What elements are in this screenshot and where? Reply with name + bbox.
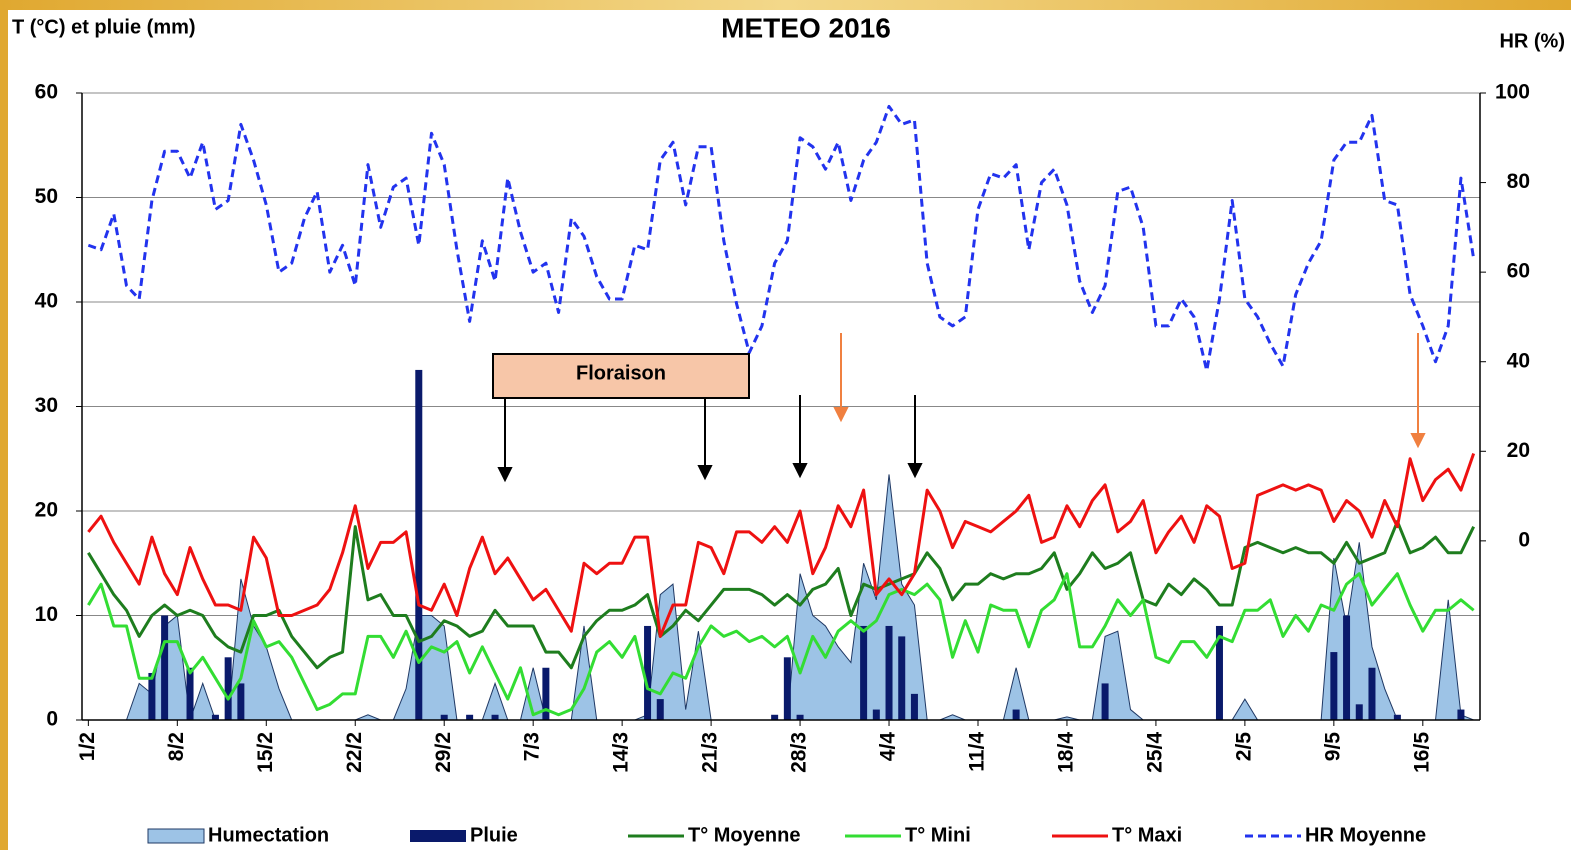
x-tick-label: 28/3 xyxy=(788,732,811,773)
y-tick-label: 50 xyxy=(35,185,58,208)
chart-background xyxy=(8,10,1571,850)
x-tick-label: 4/4 xyxy=(877,732,900,762)
rain-bar xyxy=(148,672,156,720)
x-tick-label: 7/3 xyxy=(521,732,544,761)
series-line xyxy=(87,104,1476,373)
orange-arrows xyxy=(833,333,1426,449)
x-tick-label: 2/5 xyxy=(1232,732,1255,762)
x-tick-label: 11/4 xyxy=(966,732,989,772)
legend-label: T° Mini xyxy=(905,824,971,846)
black-arrows xyxy=(497,395,923,483)
rain-bar xyxy=(1457,709,1465,720)
y-axis-title: T (°C) et pluie (mm) xyxy=(12,16,196,38)
y-tick-label: 40 xyxy=(35,290,58,313)
rain-bar xyxy=(542,667,550,720)
rain-bar xyxy=(1393,714,1401,720)
legend-swatch xyxy=(147,828,205,844)
rain-bar xyxy=(898,636,906,720)
legend: Humectation Pluie T° Moyenne T° Mini T° Maxi… xyxy=(147,824,1426,846)
annotation-box xyxy=(492,353,750,399)
rain-bar xyxy=(237,683,245,720)
y-tick-label: 60 xyxy=(35,81,58,104)
series-line xyxy=(87,572,1475,717)
legend-label: Humectation xyxy=(208,824,329,846)
y-tick-label: 20 xyxy=(35,499,58,522)
rain-bar xyxy=(1330,652,1338,720)
rain-bar xyxy=(491,714,499,720)
series-line xyxy=(87,519,1475,670)
rain-bar xyxy=(415,369,423,720)
rain-bar xyxy=(1368,667,1376,720)
x-tick-label: 21/3 xyxy=(699,732,722,773)
rain-bar xyxy=(771,714,779,720)
y2-tick-label: 80 xyxy=(1507,170,1530,193)
rain-bar xyxy=(885,625,893,720)
x-tick-label: 9/5 xyxy=(1321,732,1344,762)
y2-axis-title: HR (%) xyxy=(1499,30,1565,52)
rain-bar xyxy=(656,699,664,720)
x-tick-label: 14/3 xyxy=(610,732,633,773)
x-tick-label: 22/2 xyxy=(343,732,366,773)
rain-bar xyxy=(1101,683,1109,720)
chart-title: METEO 2016 xyxy=(721,12,891,43)
y-tick-label: 30 xyxy=(35,394,58,417)
x-tick-label: 15/2 xyxy=(254,732,277,773)
y2-tick-label: 40 xyxy=(1507,349,1530,372)
legend-swatch xyxy=(410,830,466,842)
legend-label: T° Maxi xyxy=(1112,824,1182,846)
rain-bar xyxy=(644,625,652,720)
annotation-label: Floraison xyxy=(576,362,666,384)
rain-bar xyxy=(872,709,880,720)
y2-tick-label: 100 xyxy=(1495,81,1530,104)
y2-tick-label: 0 xyxy=(1518,528,1530,551)
x-tick-label: 16/5 xyxy=(1410,732,1433,773)
y2-tick-label: 20 xyxy=(1507,439,1530,462)
y-tick-label: 10 xyxy=(35,603,58,626)
rain-bar xyxy=(1012,709,1020,720)
rain-bar xyxy=(796,714,804,720)
legend-label: Pluie xyxy=(470,824,518,846)
y-tick-label: 0 xyxy=(46,708,58,731)
legend-label: HR Moyenne xyxy=(1305,824,1426,846)
series-line xyxy=(87,453,1476,638)
x-tick-label: 18/4 xyxy=(1055,732,1078,773)
annotations: Floraison xyxy=(492,333,1426,483)
rain-bar xyxy=(440,714,448,720)
rain-bar xyxy=(224,657,232,720)
y2-tick-label: 60 xyxy=(1507,260,1530,283)
rain-bar xyxy=(466,714,474,720)
x-tick-label: 25/4 xyxy=(1143,732,1166,773)
rain-bar xyxy=(161,615,169,720)
legend-label: T° Moyenne xyxy=(688,824,800,846)
x-tick-label: 8/2 xyxy=(165,732,188,761)
rain-bar xyxy=(1355,704,1363,720)
rain-bar xyxy=(860,625,868,720)
x-tick-label: 29/2 xyxy=(432,732,455,773)
rain-bar xyxy=(910,693,918,720)
rain-bar xyxy=(783,657,791,720)
rain-bar xyxy=(186,667,194,720)
rain-bar xyxy=(211,714,219,720)
rain-bar xyxy=(1343,615,1351,720)
x-tick-label: 1/2 xyxy=(76,732,99,761)
plot-area: 0 10 20 30 40 50 60 0 20 40 60 80 100 1/2 8/2 15/2 22/2 2… xyxy=(35,81,1530,773)
rain-bar xyxy=(1215,625,1223,720)
